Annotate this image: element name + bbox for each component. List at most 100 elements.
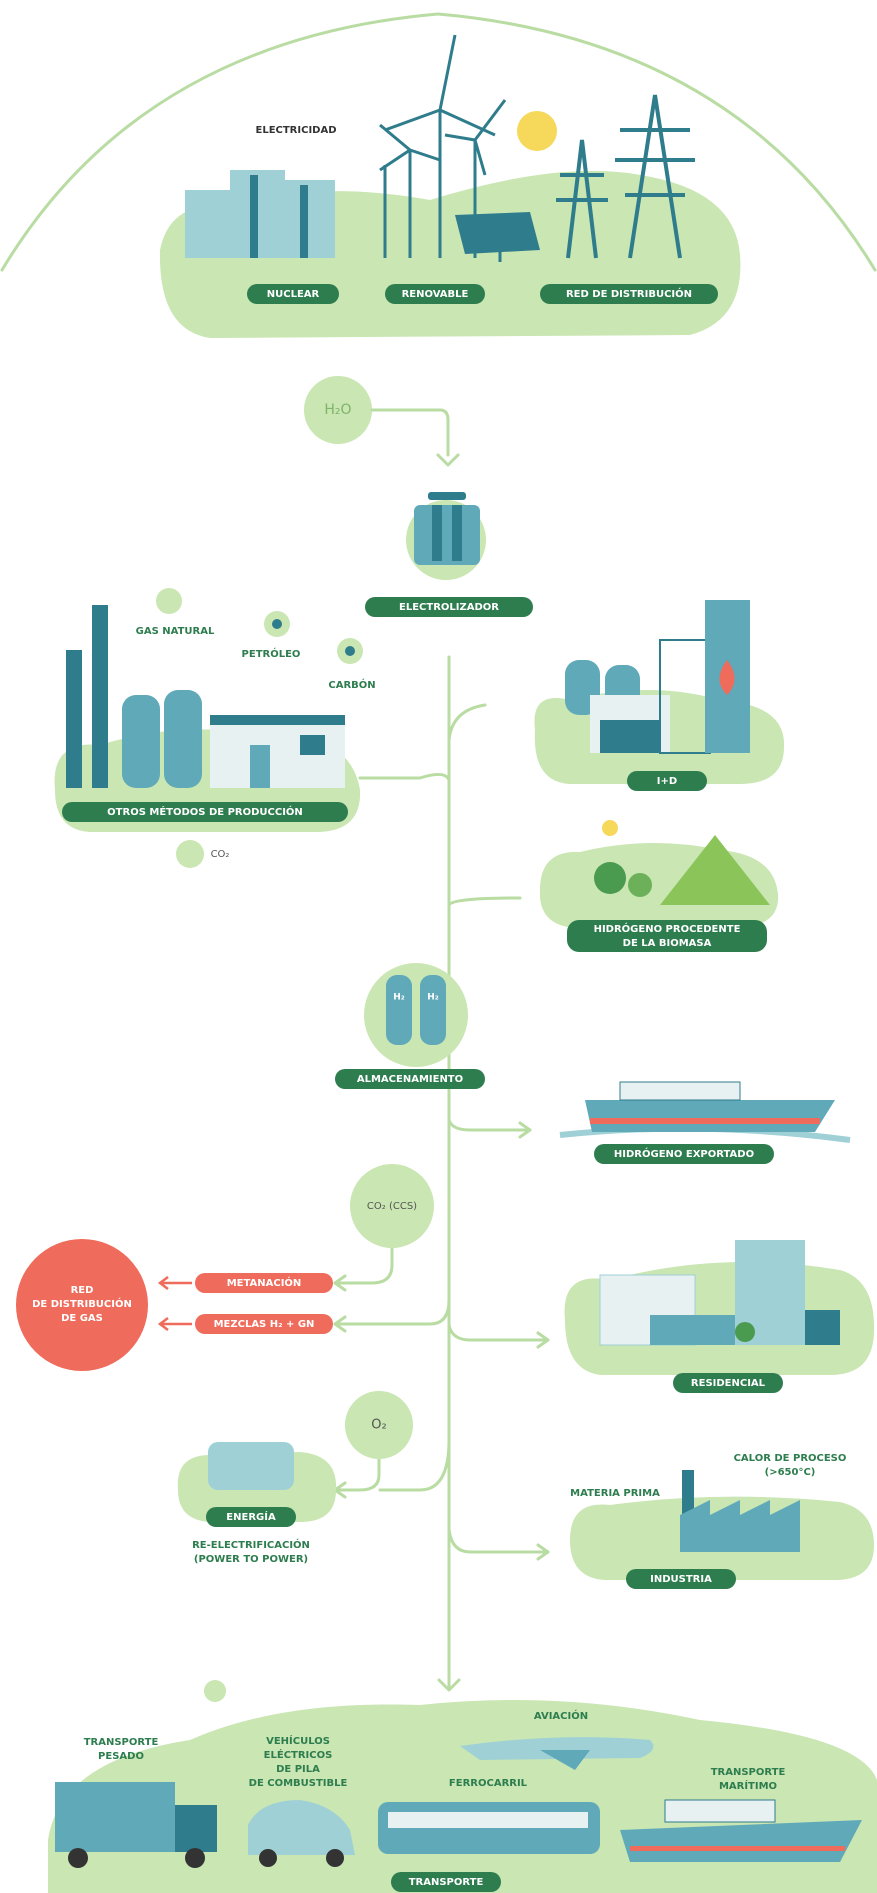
storage-blob	[364, 963, 468, 1067]
illustration-part	[185, 190, 230, 258]
illustration-part	[388, 1812, 588, 1828]
bubble	[204, 1680, 226, 1702]
illustration-part	[300, 735, 325, 755]
energy-caption: RE-ELECTRIFICACIÓN	[192, 1538, 310, 1551]
illustration-part	[250, 745, 270, 788]
gas-input: METANACIÓN	[227, 1276, 302, 1289]
branch-industry	[449, 1530, 548, 1552]
branch-other	[360, 774, 449, 780]
illustration-part	[250, 175, 258, 258]
tank-label: H₂	[393, 993, 405, 1003]
fcev-label: DE PILA	[276, 1764, 320, 1775]
battery	[208, 1442, 294, 1490]
storage-label: ALMACENAMIENTO	[357, 1074, 463, 1085]
page: ELECTRICIDAD NUCLEAR RENOVABLE RED DE DI…	[0, 0, 877, 1893]
electricity-title: ELECTRICIDAD	[255, 125, 336, 136]
oil-drop	[272, 619, 282, 629]
o2-label: O₂	[371, 1418, 386, 1433]
fuel-label: GAS NATURAL	[136, 626, 215, 637]
branch-export	[449, 1120, 530, 1130]
fcev-label: DE COMBUSTIBLE	[249, 1778, 348, 1789]
illustration-part	[326, 1849, 344, 1867]
tree	[628, 873, 652, 897]
residential-label: RESIDENCIAL	[691, 1378, 766, 1389]
illustration-part	[428, 492, 466, 500]
source-label: RENOVABLE	[402, 289, 469, 300]
biomass-label: DE LA BIOMASA	[623, 938, 712, 949]
branch-residential	[449, 1325, 548, 1340]
gas-icon	[156, 588, 182, 614]
transport-label: TRANSPORTE	[409, 1877, 484, 1888]
illustration-part	[455, 212, 540, 254]
house	[805, 1310, 840, 1345]
illustration-part	[259, 1849, 277, 1867]
illustration-part	[66, 650, 82, 788]
process-heat: (>650°C)	[765, 1467, 816, 1478]
illustration-part	[630, 1846, 845, 1851]
fuel-label: CARBÓN	[328, 678, 375, 691]
fcev-label: VEHÍCULOS	[266, 1734, 330, 1747]
gas-grid-label: DE DISTRIBUCIÓN	[32, 1297, 132, 1310]
train	[378, 1802, 600, 1854]
red-arrow	[160, 1277, 192, 1330]
rail-label: FERROCARRIL	[449, 1778, 528, 1789]
industry-label: INDUSTRIA	[650, 1574, 712, 1585]
source-label: RED DE DISTRIBUCIÓN	[566, 287, 692, 300]
illustration-part	[300, 185, 308, 258]
sun	[517, 111, 557, 151]
illustration-part	[164, 690, 202, 788]
gas-grid-label: RED	[71, 1285, 94, 1296]
nuclear-plant	[185, 170, 335, 258]
branch-blend	[335, 1300, 449, 1324]
illustration-part	[92, 605, 108, 788]
tank-label: H₂	[427, 993, 439, 1003]
illustration-part	[414, 505, 480, 565]
electrolyzer-icon	[406, 492, 486, 580]
biomass-label: HIDRÓGENO PROCEDENTE	[594, 922, 741, 935]
illustration-part	[122, 695, 160, 788]
rd-label: I+D	[657, 776, 677, 787]
illustration-part	[185, 1848, 205, 1868]
hydrogen-diagram: ELECTRICIDAD NUCLEAR RENOVABLE RED DE DI…	[0, 0, 877, 1893]
electrolyzer-label: ELECTROLIZADOR	[399, 602, 499, 613]
heavy-label: TRANSPORTE	[84, 1737, 159, 1748]
illustration-part	[175, 1805, 217, 1852]
connector	[372, 410, 448, 455]
house	[650, 1315, 735, 1345]
illustration-part	[68, 1848, 88, 1868]
co2-label: CO₂	[211, 849, 230, 860]
source-label: NUCLEAR	[267, 289, 320, 300]
heavy-label: PESADO	[98, 1751, 144, 1762]
ccs-label: CO₂ (CCS)	[367, 1201, 417, 1212]
illustration-part	[285, 180, 335, 258]
maritime-label: TRANSPORTE	[711, 1767, 786, 1778]
illustration-part	[452, 505, 462, 561]
water-label: H₂O	[324, 402, 351, 418]
ship-deck	[620, 1082, 740, 1100]
fuel-label: PETRÓLEO	[242, 647, 301, 660]
branch-rd	[449, 705, 485, 740]
tank	[420, 975, 446, 1045]
tank	[386, 975, 412, 1045]
gas-grid-label: DE GAS	[61, 1313, 103, 1324]
illustration-part	[432, 505, 442, 561]
branch-biomass	[449, 898, 520, 905]
illustration-part	[600, 720, 660, 753]
energy-caption: (POWER TO POWER)	[194, 1554, 308, 1565]
tree	[735, 1322, 755, 1342]
maritime-label: MARÍTIMO	[719, 1779, 777, 1792]
export-label: HIDRÓGENO EXPORTADO	[614, 1147, 754, 1160]
other-label: OTROS MÉTODOS DE PRODUCCIÓN	[107, 805, 303, 818]
ship-stripe	[590, 1118, 820, 1124]
rd-building	[565, 600, 750, 753]
aviation-label: AVIACIÓN	[534, 1709, 588, 1722]
illustration-part	[210, 715, 345, 725]
illustration-part	[665, 1800, 775, 1822]
ship-hull	[585, 1100, 835, 1132]
process-heat: CALOR DE PROCESO	[734, 1453, 847, 1464]
flame	[602, 820, 618, 836]
tree	[594, 862, 626, 894]
energy-label: ENERGÍA	[226, 1510, 276, 1523]
gas-input: MEZCLAS H₂ + GN	[214, 1319, 315, 1330]
co2-bubble	[176, 840, 204, 868]
